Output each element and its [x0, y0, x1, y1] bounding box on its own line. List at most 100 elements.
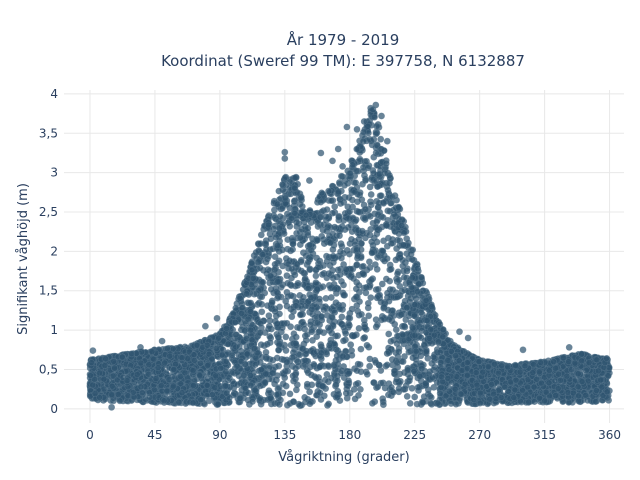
- data-point: [306, 241, 314, 249]
- data-point: [296, 311, 304, 319]
- data-point: [251, 386, 259, 394]
- data-point: [395, 204, 402, 211]
- data-point: [512, 362, 519, 370]
- data-point: [273, 354, 281, 362]
- data-point: [328, 329, 336, 337]
- data-point: [212, 372, 220, 380]
- data-point: [303, 380, 311, 388]
- data-point: [263, 340, 271, 348]
- data-point: [400, 229, 408, 237]
- data-point: [370, 153, 378, 161]
- data-point: [301, 275, 309, 282]
- data-point: [351, 395, 359, 403]
- data-point: [593, 356, 601, 364]
- data-point: [306, 388, 313, 396]
- data-point: [329, 209, 336, 217]
- data-point: [302, 252, 310, 260]
- data-point: [484, 363, 492, 370]
- data-point: [418, 327, 426, 334]
- data-point: [116, 397, 124, 405]
- data-point: [204, 369, 212, 377]
- data-point: [366, 362, 373, 370]
- data-point: [427, 399, 435, 407]
- data-point: [568, 366, 575, 374]
- data-point: [552, 364, 559, 372]
- data-point: [293, 381, 301, 389]
- data-point: [273, 320, 281, 328]
- data-point: [257, 366, 265, 373]
- data-point: [380, 147, 388, 154]
- data-point: [279, 380, 287, 388]
- data-point: [231, 318, 239, 326]
- data-point: [274, 278, 282, 285]
- data-point: [190, 351, 198, 359]
- data-point: [366, 183, 374, 191]
- data-point: [367, 294, 375, 301]
- data-point: [302, 336, 310, 344]
- data-point: [373, 294, 381, 302]
- data-point: [236, 294, 244, 302]
- data-point: [535, 368, 543, 376]
- data-point: [327, 294, 335, 301]
- data-point: [286, 222, 294, 230]
- data-point: [385, 330, 393, 338]
- data-point: [336, 232, 343, 240]
- data-point: [378, 280, 386, 288]
- data-point: [169, 345, 177, 353]
- data-point: [355, 281, 363, 289]
- data-point: [439, 333, 447, 341]
- data-point: [472, 369, 480, 377]
- data-point: [383, 361, 391, 369]
- data-point: [292, 340, 300, 347]
- data-point: [306, 400, 314, 408]
- data-point: [244, 315, 252, 323]
- data-point: [329, 246, 337, 253]
- data-point: [128, 350, 135, 358]
- data-point: [324, 362, 332, 369]
- data-point: [355, 208, 362, 216]
- data-point: [331, 223, 339, 231]
- data-point: [247, 308, 254, 315]
- data-point: [349, 161, 356, 169]
- data-point: [378, 316, 385, 324]
- data-point: [392, 326, 400, 334]
- data-point: [345, 314, 352, 322]
- data-point: [306, 266, 314, 274]
- data-point: [374, 182, 382, 190]
- data-point: [308, 305, 316, 313]
- data-point: [536, 394, 543, 402]
- data-point: [352, 179, 359, 187]
- data-point: [304, 224, 312, 232]
- data-point: [366, 212, 374, 220]
- data-point: [249, 398, 256, 405]
- data-point: [357, 246, 365, 254]
- data-point: [477, 389, 484, 397]
- data-point: [347, 341, 355, 349]
- data-point: [328, 314, 336, 321]
- data-point: [392, 256, 400, 264]
- data-point: [367, 276, 375, 284]
- data-point: [283, 358, 291, 366]
- data-point: [345, 377, 352, 385]
- data-point: [387, 383, 395, 391]
- data-point: [525, 398, 533, 406]
- data-point: [279, 181, 286, 188]
- data-point: [447, 400, 455, 407]
- data-point: [178, 354, 186, 362]
- data-point: [329, 274, 337, 282]
- data-point: [110, 357, 118, 365]
- data-point: [240, 372, 248, 379]
- data-point: [430, 353, 437, 361]
- data-point: [223, 389, 230, 397]
- data-point: [258, 308, 266, 316]
- data-point: [360, 271, 368, 278]
- data-point: [256, 329, 264, 337]
- data-point: [265, 387, 273, 395]
- data-point: [379, 401, 387, 409]
- data-point: [316, 363, 324, 371]
- data-point: [152, 375, 160, 382]
- data-point: [399, 256, 406, 264]
- data-point: [592, 398, 600, 405]
- data-point: [545, 379, 553, 387]
- chart-subtitle: Koordinat (Sweref 99 TM): E 397758, N 61…: [161, 52, 525, 70]
